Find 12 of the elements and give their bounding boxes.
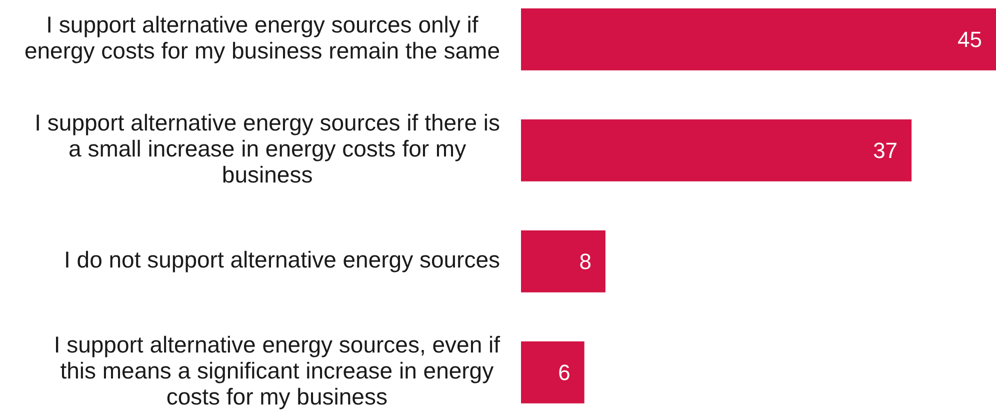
bar — [521, 341, 584, 404]
y-tick-label: I do not support alternative energy sources — [64, 246, 500, 272]
bar — [521, 230, 606, 292]
data-label: 8 — [579, 249, 592, 274]
data-label: 45 — [958, 27, 982, 52]
y-tick-label: I support alternative energy sources, even if this means a significant increase in energy costs for my business — [54, 332, 501, 410]
bar — [521, 119, 912, 182]
y-tick-label: I support alternative energy sources only if energy costs for my business remain the same — [24, 12, 500, 64]
data-label: 6 — [558, 360, 570, 386]
data-label: 37 — [873, 138, 898, 164]
y-tick-label: I support alternative energy sources if there is a small increase in energy costs for my business — [34, 110, 500, 188]
bar — [521, 8, 996, 70]
